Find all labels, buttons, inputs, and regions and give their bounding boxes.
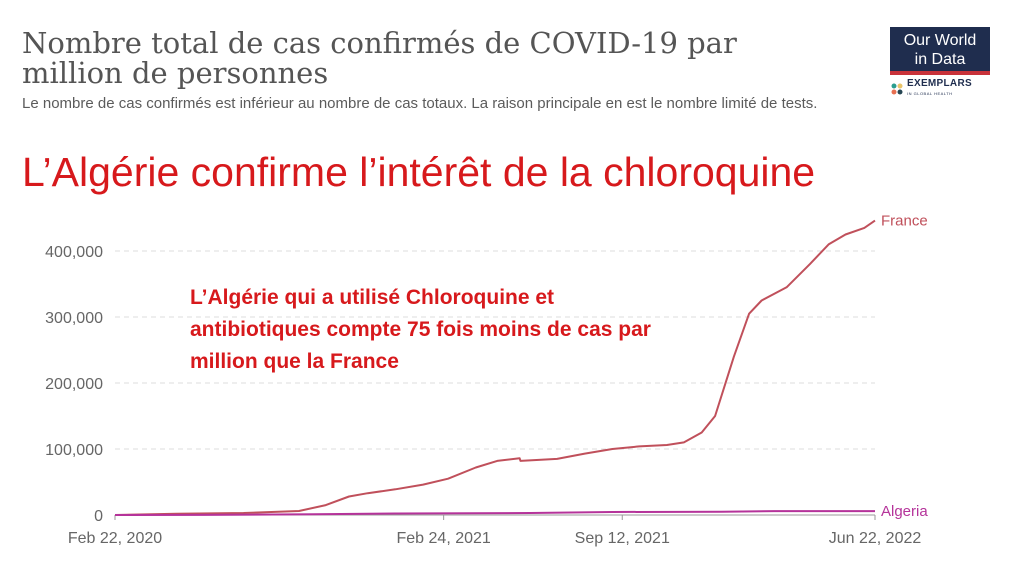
exemplars-sublabel: IN GLOBAL HEALTH [907, 91, 953, 96]
headline: L’Algérie confirme l’intérêt de la chlor… [22, 149, 816, 195]
y-tick-label: 0 [94, 508, 103, 525]
y-tick-label: 300,000 [45, 310, 103, 327]
x-tick-label: Feb 24, 2021 [397, 530, 491, 547]
series-label-france: France [881, 213, 928, 230]
x-tick-label: Feb 22, 2020 [68, 530, 162, 547]
x-axis: Feb 22, 2020 Feb 24, 2021 Sep 12, 2021 Jun … [68, 514, 922, 547]
chart-series [114, 219, 876, 516]
logo-box: Our World in Data [890, 27, 990, 75]
y-tick-label: 400,000 [45, 244, 103, 261]
chart-subtitle: Le nombre de cas confirmés est inférieur… [22, 95, 818, 112]
y-tick-label: 200,000 [45, 376, 103, 393]
x-tick-label: Jun 22, 2022 [829, 530, 922, 547]
exemplars-label: EXEMPLARS [907, 78, 972, 89]
exemplars-icon [891, 83, 903, 95]
series-line-algeria [114, 510, 875, 516]
x-tick-label: Sep 12, 2021 [575, 530, 670, 547]
y-axis-ticks: 0 100,000 200,000 300,000 400,000 [45, 244, 103, 525]
logo-line-1: Our World [903, 32, 977, 49]
y-tick-label: 100,000 [45, 442, 103, 459]
exemplars-logo: EXEMPLARS IN GLOBAL HEALTH [890, 79, 992, 99]
series-label-algeria: Algeria [881, 503, 928, 520]
chart-title: Nombre total de cas confirmés de COVID-1… [22, 26, 737, 90]
logo-line-2: in Data [914, 51, 966, 68]
series-labels: France Algeria [881, 213, 928, 520]
series-line-france [114, 219, 876, 516]
our-world-in-data-logo[interactable]: Our World in Data EXEMPLARS IN GLOBAL HE… [890, 27, 992, 99]
annotation-text: L’Algérie qui a utilisé Chloroquine et a… [190, 286, 651, 373]
